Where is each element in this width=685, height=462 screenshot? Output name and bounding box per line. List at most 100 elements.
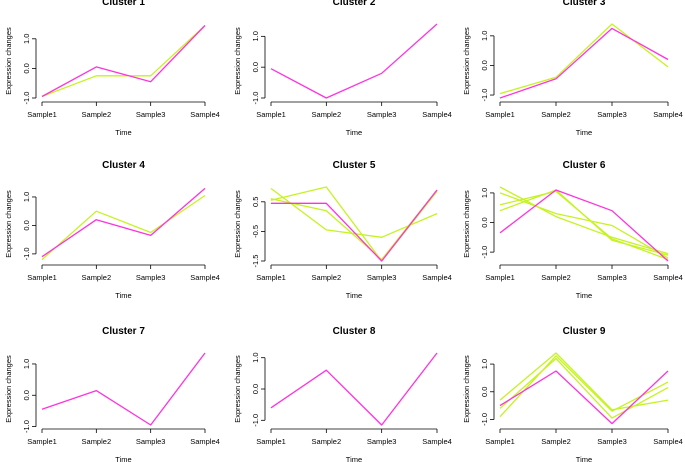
x-tick-label: Sample4 [190,110,220,119]
x-axis: Sample1 Sample2 Sample3 Sample4 Time [27,428,220,462]
series-line-gene-2 [499,192,669,259]
series-line-gene-2 [499,357,669,419]
x-tick-label: Sample4 [422,273,452,282]
y-tick-label: 1.0 [480,188,489,198]
series-line-gene-4 [499,189,669,256]
y-axis: -1.0 0.0 1.0 Expression changes [462,27,495,102]
y-tick-label: 1.0 [251,31,260,41]
x-tick-label: Sample1 [27,273,57,282]
x-axis: Sample1 Sample2 Sample3 Sample4 Time [485,264,683,300]
cluster-panel-7: Cluster 7 -1.0 0.0 1.0 Expression changes Sam… [4,326,220,462]
x-tick-label: Sample3 [367,437,397,446]
y-tick-label: 1.0 [22,359,31,369]
x-axis: Sample1 Sample2 Sample3 Sample4 Time [27,264,220,300]
x-tick-label: Sample3 [367,273,397,282]
y-axis: -1.0 0.0 1.0 Expression changes [233,352,266,427]
x-tick-label: Sample1 [27,110,57,119]
x-tick-label: Sample3 [597,437,627,446]
x-tick-label: Sample2 [541,437,571,446]
x-axis-label: Time [346,455,362,462]
x-tick-label: Sample3 [136,110,166,119]
x-tick-label: Sample2 [541,273,571,282]
x-axis: Sample1 Sample2 Sample3 Sample4 Time [485,428,683,462]
x-tick-label: Sample3 [367,110,397,119]
cluster-panel-8: Cluster 8 -1.0 0.0 1.0 Expression changes Sam… [233,326,452,462]
y-tick-label: 0.0 [480,217,489,227]
x-tick-label: Sample1 [256,110,286,119]
y-tick-label: 1.0 [480,31,489,41]
y-tick-label: 1.0 [22,34,31,44]
y-tick-label: -1.0 [22,247,31,260]
y-axis-label: Expression changes [4,27,13,95]
x-tick-label: Sample2 [82,273,112,282]
x-tick-label: Sample2 [312,273,342,282]
x-axis-label: Time [346,291,362,300]
series-line-gene-1 [499,186,669,255]
panel-title: Cluster 8 [333,326,376,337]
y-tick-label: 0.5 [251,197,260,207]
y-axis: -1.0 0.0 1.0 Expression changes [462,355,495,426]
cluster-panel-9: Cluster 9 -1.0 0.0 1.0 Expression changes Sam… [462,326,683,462]
cluster-panel-1: Cluster 1 -1.0 0.0 1.0 Expression changes Sam… [4,0,220,137]
x-axis-label: Time [115,128,131,137]
cluster-panel-6: Cluster 6 -1.0 0.0 1.0 Expression changes Sam… [462,160,683,300]
x-tick-label: Sample2 [82,110,112,119]
y-axis: -1.0 0.0 1.0 Expression changes [4,355,37,433]
series-line-gene-1 [41,194,206,261]
y-tick-label: -1.0 [480,413,489,426]
panel-title: Cluster 7 [102,326,145,337]
x-tick-label: Sample2 [541,110,571,119]
y-tick-label: 1.0 [22,192,31,202]
x-tick-label: Sample3 [597,273,627,282]
series-line-gene-1 [270,23,438,99]
x-axis-label: Time [576,128,592,137]
y-tick-label: 0.0 [480,60,489,70]
x-axis: Sample1 Sample2 Sample3 Sample4 Time [485,101,683,137]
y-tick-label: 1.0 [251,352,260,362]
x-tick-label: Sample1 [485,110,515,119]
y-axis-label: Expression changes [4,355,13,423]
cluster-panel-2: Cluster 2 -1.0 0.0 1.0 Expression changes Sam… [233,0,452,137]
y-axis-label: Expression changes [462,190,471,258]
series-line-gene-2 [41,187,206,258]
y-axis-label: Expression changes [233,190,242,258]
x-axis: Sample1 Sample2 Sample3 Sample4 Time [256,428,452,462]
x-tick-label: Sample4 [653,110,683,119]
y-tick-label: -1.0 [22,92,31,105]
x-tick-label: Sample1 [485,437,515,446]
y-axis-label: Expression changes [462,27,471,95]
y-tick-label: -0.5 [251,225,260,238]
y-tick-label: -1.0 [480,246,489,259]
series-line-gene-1 [270,187,438,238]
x-tick-label: Sample1 [256,437,286,446]
y-tick-label: 0.0 [22,390,31,400]
y-tick-label: -1.0 [251,92,260,105]
y-tick-label: -1.5 [251,255,260,268]
y-tick-label: -1.0 [251,414,260,427]
x-tick-label: Sample4 [653,273,683,282]
x-tick-label: Sample2 [312,110,342,119]
y-tick-label: 1.0 [480,359,489,369]
y-tick-label: 0.0 [480,387,489,397]
y-axis: -1.0 0.0 1.0 Expression changes [462,188,495,259]
panel-title: Cluster 6 [563,160,606,171]
series-line-gene-4 [271,189,438,262]
series-line-gene-1 [270,352,438,426]
x-tick-label: Sample2 [82,437,112,446]
y-axis-label: Expression changes [462,355,471,423]
x-tick-label: Sample4 [422,110,452,119]
x-axis: Sample1 Sample2 Sample3 Sample4 Time [256,101,452,137]
x-axis-label: Time [115,455,131,462]
x-axis-label: Time [346,128,362,137]
x-tick-label: Sample1 [27,437,57,446]
y-tick-label: 0.0 [251,62,260,72]
series-line-gene-4 [499,370,669,425]
y-axis: -1.5 -0.5 0.5 Expression changes [233,190,266,268]
x-tick-label: Sample3 [136,273,166,282]
x-tick-label: Sample3 [597,110,627,119]
x-tick-label: Sample2 [312,437,342,446]
series-line-gene-2 [41,25,206,98]
y-axis-label: Expression changes [4,190,13,258]
x-tick-label: Sample4 [190,437,220,446]
y-tick-label: 0.0 [251,384,260,394]
